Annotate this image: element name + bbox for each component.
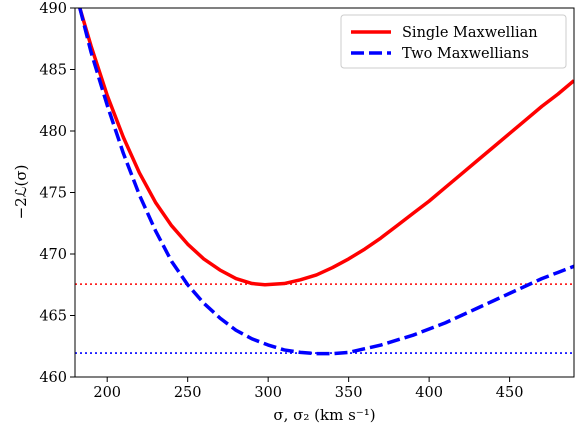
legend-box [340, 14, 567, 69]
series-lines [78, 8, 574, 356]
reference-lines [75, 283, 574, 354]
y-tick-label-475: 475 [39, 186, 67, 202]
y-tick-label-470: 470 [39, 247, 67, 263]
legend-label-two-maxwellians: Two Maxwellians [402, 46, 529, 62]
y-axis-label: −2ℒ(σ) [12, 165, 30, 220]
y-tick-label-460: 460 [39, 370, 67, 386]
legend: Single Maxwellian Two Maxwellians [340, 14, 567, 69]
x-tick-label-300: 300 [254, 385, 282, 401]
x-axis-ticks: 200 250 300 350 400 450 [93, 377, 523, 401]
x-tick-label-400: 400 [415, 385, 443, 401]
x-tick-label-350: 350 [335, 385, 363, 401]
series-line-two-maxwellians [78, 8, 574, 356]
y-axis-ticks: 460 465 470 475 480 485 490 [39, 1, 75, 386]
x-axis-label: σ, σ₂ (km s⁻¹) [273, 406, 375, 424]
x-tick-label-450: 450 [496, 385, 524, 401]
x-tick-label-250: 250 [174, 385, 202, 401]
y-tick-label-465: 465 [39, 309, 67, 325]
y-tick-label-485: 485 [39, 63, 67, 79]
y-tick-label-480: 480 [39, 124, 67, 140]
legend-label-single-maxwellian: Single Maxwellian [402, 25, 538, 41]
x-tick-label-200: 200 [93, 385, 121, 401]
y-tick-label-490: 490 [39, 1, 67, 17]
series-line-single-maxwellian [78, 8, 574, 287]
